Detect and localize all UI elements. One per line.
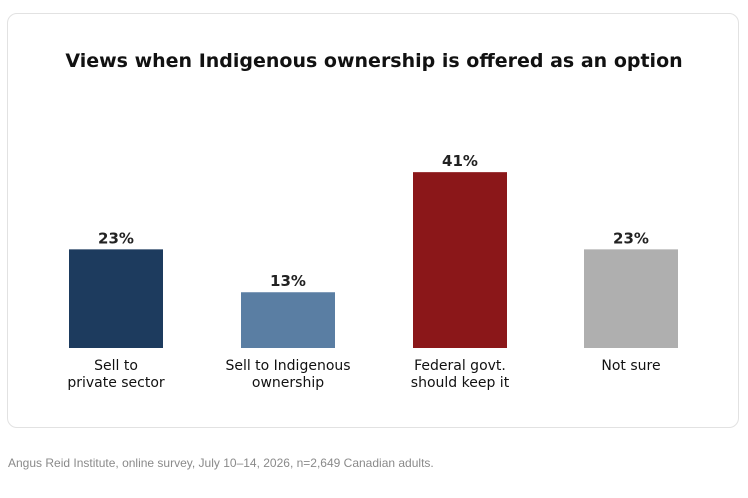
category-label-3: Not sure (601, 358, 660, 374)
category-label-line: Sell to (94, 358, 138, 374)
bar-chart: Views when Indigenous ownership is offer… (65, 50, 682, 391)
bar-3 (584, 249, 678, 348)
bar-0 (69, 249, 163, 348)
category-label-line: Federal govt. (414, 358, 506, 374)
category-label-line: should keep it (411, 375, 510, 391)
bars-group: 23% Sell to private sector 13% Sell to Indig… (67, 152, 678, 391)
bar-1 (241, 292, 335, 348)
value-label-3: 23% (613, 229, 649, 247)
category-label-line: Sell to Indigenous (225, 358, 350, 374)
category-label-line: private sector (67, 375, 165, 391)
category-label-1: Sell to Indigenous ownership (225, 358, 350, 391)
value-label-0: 23% (98, 229, 134, 247)
category-label-2: Federal govt. should keep it (411, 358, 510, 391)
category-label-0: Sell to private sector (67, 358, 165, 391)
category-label-line: ownership (252, 375, 324, 391)
source-footnote: Angus Reid Institute, online survey, Jul… (8, 456, 434, 470)
chart-card (7, 13, 739, 428)
category-label-line: Not sure (601, 358, 660, 374)
bar-2 (413, 172, 507, 348)
chart-title: Views when Indigenous ownership is offer… (65, 50, 682, 72)
value-label-2: 41% (442, 152, 478, 170)
value-label-1: 13% (270, 272, 306, 290)
